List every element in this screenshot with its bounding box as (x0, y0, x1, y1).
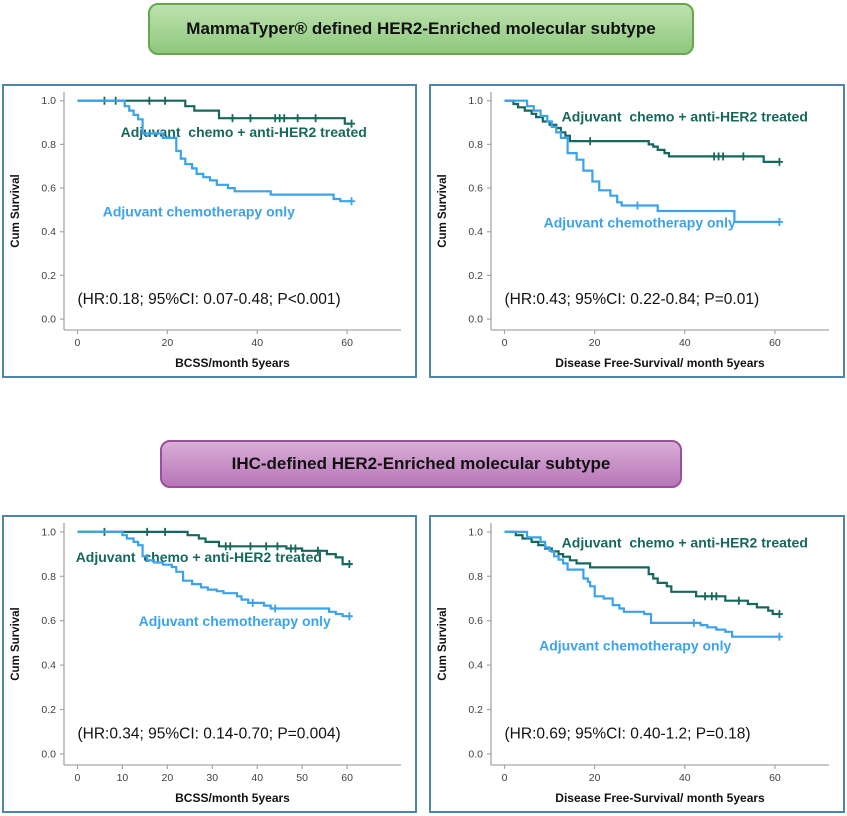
censor-marks-treated (100, 527, 353, 569)
x-tick-label: 50 (296, 772, 308, 784)
hr-annotation: (HR:0.18; 95%CI: 0.07-0.48; P<0.001) (77, 291, 340, 308)
x-tick-label: 0 (502, 772, 508, 784)
y-axis-title: Cum Survival (10, 607, 22, 681)
y-axis-title: Cum Survival (437, 607, 449, 681)
series-label-chemo-only: Adjuvant chemotherapy only (544, 214, 736, 230)
y-tick-label: 0.4 (468, 660, 483, 672)
y-axis-title: Cum Survival (10, 174, 22, 248)
banner-mammatyper-label: MammaTyper® defined HER2-Enriched molecu… (186, 18, 656, 38)
x-tick-label: 20 (162, 337, 174, 349)
y-tick-label: 0.0 (468, 314, 483, 326)
y-tick-label: 0.6 (41, 615, 56, 627)
x-tick-label: 0 (502, 337, 508, 349)
x-tick-label: 60 (769, 772, 781, 784)
series-label-chemo-only: Adjuvant chemotherapy only (103, 203, 295, 219)
x-tick-label: 60 (341, 772, 353, 784)
y-tick-label: 0.0 (468, 748, 483, 760)
series-label-treated: Adjuvant chemo + anti-HER2 treated (121, 124, 367, 140)
km-panel-ihc-bcss: 0 10 20 30 40 50 60 0.0 0.2 0.4 0.6 0.8 1.0 BCSS/mont… (2, 515, 417, 813)
hr-annotation: (HR:0.69; 95%CI: 0.40-1.2; P=0.18) (505, 725, 751, 742)
x-tick-label: 40 (679, 337, 691, 349)
censor-marks-chemo-only (690, 618, 783, 641)
censor-marks-chemo-only (633, 201, 783, 226)
km-panel-ihc-dfs: 0 20 40 60 0.0 0.2 0.4 0.6 0.8 1.0 Disease Free-Su… (429, 515, 845, 813)
x-tick-label: 40 (251, 337, 263, 349)
x-tick-label: 0 (75, 337, 81, 349)
banner-mammatyper-subtype: MammaTyper® defined HER2-Enriched molecu… (148, 3, 694, 55)
km-curve-chemo-only (504, 530, 780, 638)
series-label-chemo-only: Adjuvant chemotherapy only (139, 613, 331, 629)
y-tick-label: 1.0 (41, 95, 56, 107)
y-tick-label: 1.0 (468, 95, 483, 107)
y-tick-label: 0.2 (41, 704, 56, 716)
series-label-chemo-only: Adjuvant chemotherapy only (539, 638, 731, 654)
x-axis-title: Disease Free-Survival/ month 5years (555, 791, 765, 805)
y-tick-label: 1.0 (41, 526, 56, 538)
x-axis-title: BCSS/month 5years (175, 791, 290, 805)
km-chart: 0 10 20 30 40 50 60 0.0 0.2 0.4 0.6 0.8 1.0 BCSS/mont… (10, 523, 401, 805)
x-axis-title: Disease Free-Survival/ month 5years (555, 356, 765, 370)
y-tick-label: 0.4 (468, 226, 483, 238)
km-curve-treated (504, 99, 780, 163)
y-tick-label: 0.6 (468, 615, 483, 627)
km-chart: 0 20 40 60 0.0 0.2 0.4 0.6 0.8 1.0 BCSS/month 5yea… (10, 92, 401, 370)
y-tick-label: 0.8 (41, 571, 56, 583)
censor-marks-chemo-only (348, 197, 356, 206)
banner-ihc-label: IHC-defined HER2-Enriched molecular subt… (231, 453, 611, 473)
y-tick-label: 0.8 (468, 571, 483, 583)
hr-annotation: (HR:0.43; 95%CI: 0.22-0.84; P=0.01) (505, 291, 760, 308)
km-chart: 0 20 40 60 0.0 0.2 0.4 0.6 0.8 1.0 Disease Free-Su… (437, 92, 829, 370)
y-tick-label: 0.8 (41, 139, 56, 151)
km-curve-chemo-only (504, 99, 780, 223)
censor-marks-chemo-only (249, 598, 353, 621)
x-tick-label: 20 (589, 337, 601, 349)
km-curve-chemo-only (77, 99, 352, 203)
y-tick-label: 0.2 (468, 704, 483, 716)
x-tick-label: 30 (206, 772, 218, 784)
y-tick-label: 0.6 (468, 183, 483, 195)
x-tick-label: 60 (769, 337, 781, 349)
x-tick-label: 10 (117, 772, 129, 784)
y-tick-label: 0.2 (468, 270, 483, 282)
x-tick-label: 40 (251, 772, 263, 784)
series-label-treated: Adjuvant chemo + anti-HER2 treated (562, 108, 808, 124)
censor-marks-treated (701, 592, 783, 619)
y-tick-label: 0.0 (41, 314, 56, 326)
km-chart: 0 20 40 60 0.0 0.2 0.4 0.6 0.8 1.0 Disease Free-Su… (437, 523, 829, 805)
y-tick-label: 0.2 (41, 270, 56, 282)
y-tick-label: 0.4 (41, 660, 56, 672)
y-tick-label: 0.8 (468, 139, 483, 151)
x-tick-label: 40 (679, 772, 691, 784)
x-tick-label: 20 (162, 772, 174, 784)
censor-marks-treated (586, 137, 783, 166)
x-tick-label: 60 (341, 337, 353, 349)
x-tick-label: 0 (75, 772, 81, 784)
y-tick-label: 0.0 (41, 748, 56, 760)
y-tick-label: 0.4 (41, 226, 56, 238)
x-axis-title: BCSS/month 5years (175, 356, 290, 370)
km-curve-treated (504, 530, 780, 616)
x-tick-label: 20 (589, 772, 601, 784)
hr-annotation: (HR:0.34; 95%CI: 0.14-0.70; P=0.004) (77, 725, 340, 742)
series-label-treated: Adjuvant chemo + anti-HER2 treated (562, 534, 808, 550)
y-tick-label: 1.0 (468, 526, 483, 538)
series-label-treated: Adjuvant chemo + anti-HER2 treated (76, 549, 322, 565)
y-axis-title: Cum Survival (437, 174, 449, 248)
km-curve-treated (77, 99, 352, 125)
km-panel-mammatyper-dfs: 0 20 40 60 0.0 0.2 0.4 0.6 0.8 1.0 Disease Free-Su… (429, 84, 845, 378)
km-curve-treated (77, 530, 352, 566)
y-tick-label: 0.6 (41, 183, 56, 195)
km-curve-chemo-only (77, 530, 352, 618)
banner-ihc-subtype: IHC-defined HER2-Enriched molecular subt… (160, 440, 682, 488)
km-panel-mammatyper-bcss: 0 20 40 60 0.0 0.2 0.4 0.6 0.8 1.0 BCSS/month 5yea… (2, 84, 417, 378)
